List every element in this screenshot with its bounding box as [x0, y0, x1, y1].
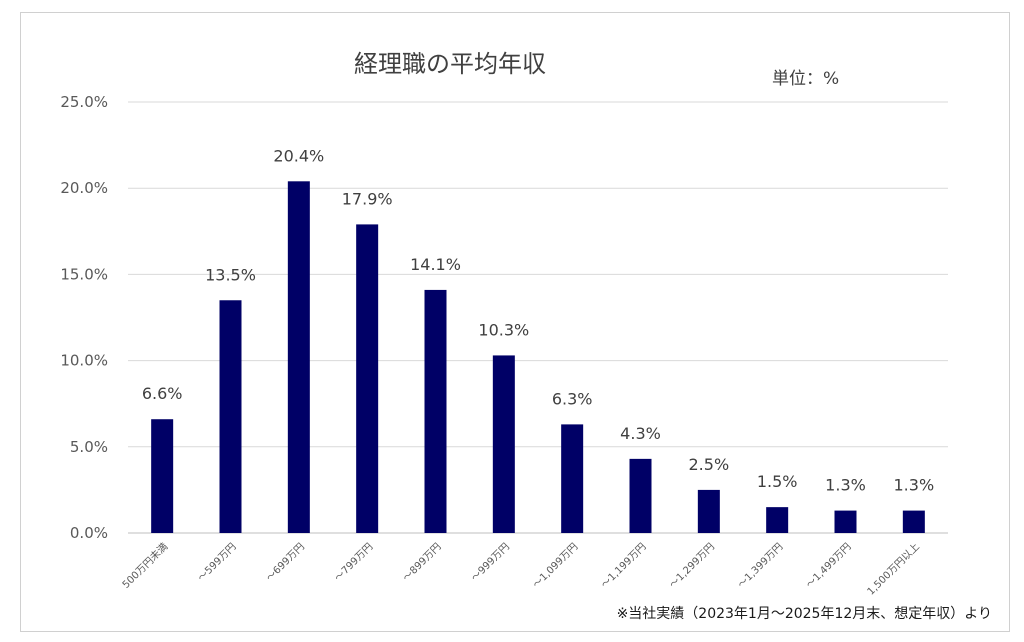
data-label: 6.3% [552, 389, 593, 408]
chart-title: 経理職の平均年収 [354, 50, 546, 78]
bar [151, 419, 174, 533]
data-label: 1.3% [894, 476, 935, 495]
bar [834, 510, 857, 533]
bar [902, 510, 925, 533]
data-label: 1.5% [757, 472, 798, 491]
x-tick-label: ～999万円 [469, 541, 511, 583]
unit-label: 単位：% [772, 69, 840, 89]
y-tick-label: 5.0% [70, 438, 108, 456]
data-label: 6.6% [142, 384, 183, 403]
data-label: 4.3% [620, 424, 661, 443]
x-tick-label: ～699万円 [264, 541, 306, 583]
bar [629, 458, 652, 533]
y-tick-label: 10.0% [60, 352, 108, 370]
bar [561, 424, 584, 533]
bar [424, 289, 447, 533]
data-label: 17.9% [342, 189, 393, 208]
x-tick-label: ～599万円 [196, 541, 238, 583]
y-tick-label: 25.0% [60, 93, 108, 111]
data-label: 2.5% [689, 455, 730, 474]
y-tick-label: 0.0% [70, 524, 108, 542]
y-tick-label: 15.0% [60, 265, 108, 283]
bar [356, 224, 379, 534]
x-tick-label: 1,500万円以上 [865, 541, 922, 598]
x-tick-label: 500万円未満 [120, 541, 170, 591]
data-label: 14.1% [410, 255, 461, 274]
bar [766, 507, 789, 533]
x-tick-label: ～1,499万円 [804, 541, 853, 590]
bar [219, 300, 242, 533]
x-tick-label: ～1,399万円 [736, 541, 785, 590]
footnote: ※当社実績（2023年1月～2025年12月末、想定年収）より [616, 606, 992, 622]
data-label: 20.4% [273, 146, 324, 165]
x-tick-label: ～1,099万円 [531, 541, 580, 590]
x-tick-label: ～1,299万円 [668, 541, 717, 590]
bar [287, 181, 310, 533]
data-label: 10.3% [478, 320, 529, 339]
bar [697, 489, 720, 533]
x-tick-label: ～1,199万円 [599, 541, 648, 590]
bar [492, 355, 515, 533]
data-label: 1.3% [825, 476, 866, 495]
data-label: 13.5% [205, 265, 256, 284]
x-tick-label: ～899万円 [401, 541, 443, 583]
y-tick-label: 20.0% [60, 179, 108, 197]
x-tick-label: ～799万円 [333, 541, 375, 583]
